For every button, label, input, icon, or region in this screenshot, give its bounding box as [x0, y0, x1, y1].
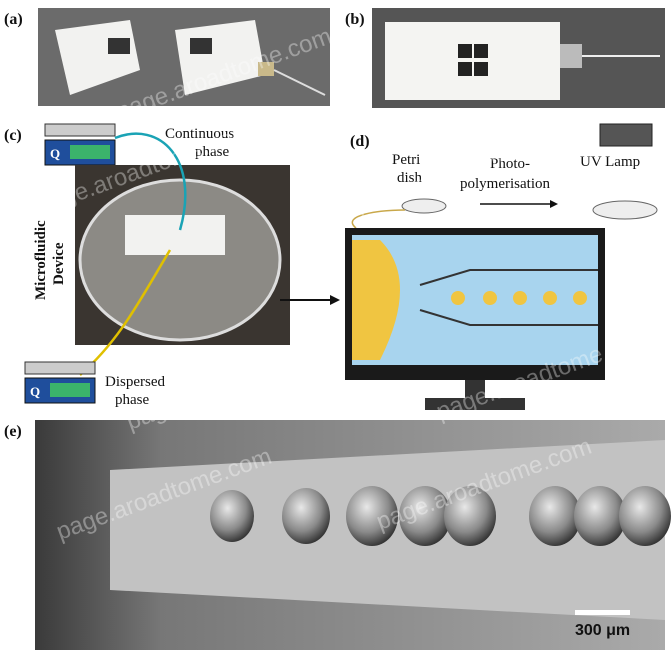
- annotation: Microfluidic: [33, 220, 49, 300]
- petri-icon: [401, 198, 447, 214]
- annotation: Photo-: [490, 156, 530, 172]
- device: [125, 215, 225, 255]
- scale-bar-label: 300 μm: [575, 622, 630, 639]
- panel-label: (c): [4, 127, 22, 144]
- annotation: phase: [115, 392, 149, 408]
- annotation: Dispersed: [105, 374, 165, 390]
- monitor-stand: [465, 380, 485, 398]
- tube: [273, 69, 326, 96]
- arrow-head: [330, 295, 340, 305]
- panel-label: (b): [345, 11, 365, 28]
- droplet: [346, 486, 398, 546]
- tube: [114, 132, 187, 231]
- droplet: [573, 291, 587, 305]
- pump-label: Q: [30, 384, 40, 399]
- droplet: [574, 486, 626, 546]
- device-slot: [474, 62, 488, 76]
- droplet: [444, 486, 496, 546]
- device: [385, 22, 560, 100]
- dispersed-flow: [352, 240, 400, 360]
- petri-dish: [78, 178, 282, 342]
- annotation: polymerisation: [460, 176, 550, 192]
- droplet: [543, 291, 557, 305]
- pump-label: Q: [50, 146, 60, 161]
- uv-lamp: [599, 123, 653, 147]
- device-slot: [458, 44, 472, 58]
- fitting: [258, 62, 274, 76]
- annotation: phase: [195, 144, 229, 160]
- annotation: UV Lamp: [580, 154, 640, 170]
- annotation: dish: [397, 170, 423, 186]
- monitor-base: [425, 398, 525, 410]
- fitting: [560, 44, 582, 68]
- annotation: Device: [51, 242, 67, 285]
- droplet: [399, 486, 451, 546]
- droplet: [282, 488, 330, 544]
- panel-label: (a): [4, 11, 23, 28]
- device-slot: [474, 44, 488, 58]
- panel-label: (e): [4, 423, 22, 440]
- pump-dispersed: Q: [24, 361, 96, 404]
- droplet: [483, 291, 497, 305]
- annotation: Continuous: [165, 126, 234, 142]
- watermark: page.aroadtome.com: [353, 118, 575, 221]
- droplet: [451, 291, 465, 305]
- channel: [419, 269, 598, 326]
- arrow-head: [550, 200, 558, 208]
- petri-icon: [592, 200, 658, 220]
- connector: [351, 209, 406, 229]
- device-slot: [190, 38, 212, 54]
- annotation: Petri: [392, 152, 420, 168]
- droplet: [529, 486, 581, 546]
- scale-bar: [575, 610, 630, 615]
- device-slot: [458, 62, 472, 76]
- device-slot: [108, 38, 130, 54]
- droplet: [619, 486, 671, 546]
- droplet: [210, 490, 254, 542]
- droplet: [513, 291, 527, 305]
- pump-continuous: Q: [44, 123, 116, 166]
- panel-label: (d): [350, 133, 370, 150]
